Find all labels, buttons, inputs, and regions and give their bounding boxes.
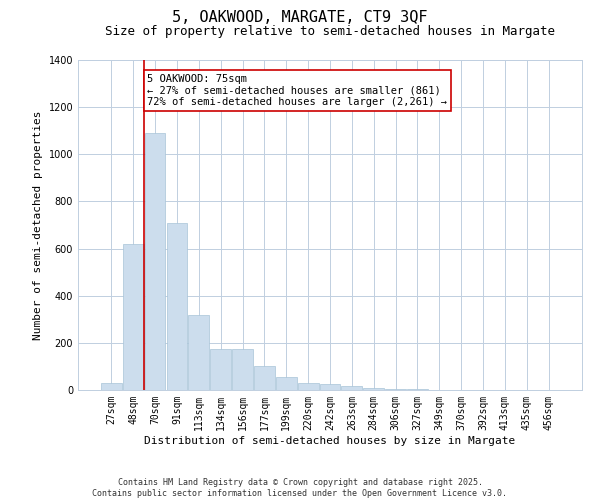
Title: Size of property relative to semi-detached houses in Margate: Size of property relative to semi-detach… [105, 25, 555, 38]
Bar [385, 389, 406, 390]
Bar [145, 133, 166, 390]
Text: 5, OAKWOOD, MARGATE, CT9 3QF: 5, OAKWOOD, MARGATE, CT9 3QF [172, 10, 428, 25]
Bar [188, 314, 209, 390]
Bar [210, 349, 231, 390]
Text: 5 OAKWOOD: 75sqm
← 27% of semi-detached houses are smaller (861)
72% of semi-det: 5 OAKWOOD: 75sqm ← 27% of semi-detached … [148, 74, 448, 108]
Bar [364, 388, 384, 390]
X-axis label: Distribution of semi-detached houses by size in Margate: Distribution of semi-detached houses by … [145, 436, 515, 446]
Bar [276, 377, 296, 390]
Bar [298, 383, 319, 390]
Y-axis label: Number of semi-detached properties: Number of semi-detached properties [33, 110, 43, 340]
Bar [320, 384, 340, 390]
Bar [123, 244, 143, 390]
Bar [167, 222, 187, 390]
Bar [254, 366, 275, 390]
Text: Contains HM Land Registry data © Crown copyright and database right 2025.
Contai: Contains HM Land Registry data © Crown c… [92, 478, 508, 498]
Bar [232, 349, 253, 390]
Bar [101, 383, 122, 390]
Bar [341, 386, 362, 390]
